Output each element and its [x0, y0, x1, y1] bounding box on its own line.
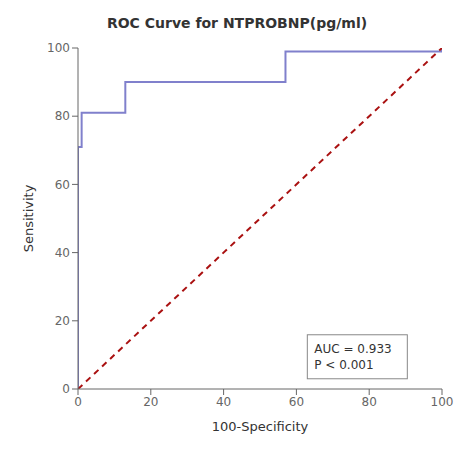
- html-text:ROC Curve for NTPROBNP(pg/ml): ROC Curve for NTPROBNP(pg/ml): [106, 15, 368, 31]
- svg-text:100: 100: [47, 41, 70, 55]
- svg-text:Sensitivity: Sensitivity: [21, 184, 36, 252]
- svg-text:100: 100: [431, 395, 454, 409]
- svg-text:80: 80: [55, 109, 70, 123]
- svg-text:20: 20: [143, 395, 158, 409]
- svg-text:60: 60: [55, 178, 70, 192]
- svg-text:80: 80: [362, 395, 377, 409]
- svg-text:20: 20: [55, 314, 70, 328]
- svg-text:100-Specificity: 100-Specificity: [212, 419, 309, 434]
- svg-text:40: 40: [55, 246, 70, 260]
- svg-text:40: 40: [216, 395, 231, 409]
- svg-text:0: 0: [74, 395, 82, 409]
- svg-text:60: 60: [289, 395, 304, 409]
- svg-text:0: 0: [62, 382, 70, 396]
- svg-text:AUC = 0.933P < 0.001: AUC = 0.933P < 0.001: [314, 342, 391, 372]
